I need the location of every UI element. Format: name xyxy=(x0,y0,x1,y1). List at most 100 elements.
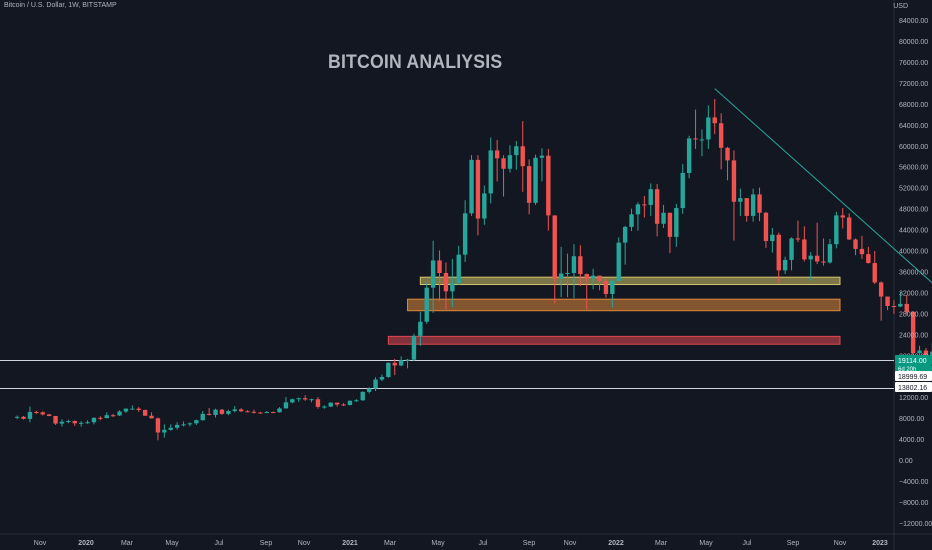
time-tick-label: Jul xyxy=(743,540,752,547)
price-tick-label: 60000.00 xyxy=(899,144,928,151)
time-axis[interactable]: Nov 2020 Mar May Jul Sep Nov 2021 Mar May Jul Sep No… xyxy=(34,540,888,547)
candle xyxy=(629,208,634,232)
candle xyxy=(296,397,301,402)
candle-body xyxy=(853,239,858,249)
candle xyxy=(347,400,353,406)
candle-body xyxy=(866,254,871,264)
candle-body xyxy=(622,226,628,243)
candle-body xyxy=(616,242,621,281)
candle xyxy=(782,256,788,275)
candle xyxy=(674,203,679,247)
candle-body xyxy=(808,255,813,260)
candle-body xyxy=(750,194,756,216)
candle xyxy=(40,411,45,416)
candle xyxy=(770,227,775,253)
candle-body xyxy=(123,408,129,412)
candle xyxy=(194,419,199,425)
candle xyxy=(72,420,77,426)
candle-body xyxy=(629,214,634,227)
candle-body xyxy=(219,409,225,414)
price-label-box xyxy=(895,355,932,365)
candle-body xyxy=(386,362,391,377)
candle-body xyxy=(258,412,263,414)
candle xyxy=(123,408,129,413)
price-zone-2[interactable] xyxy=(407,298,841,312)
candle-body xyxy=(680,172,685,209)
price-tick-label: 0.00 xyxy=(899,458,913,465)
candle-body xyxy=(360,391,365,401)
candle xyxy=(66,419,71,424)
symbol-title: Bitcoin / U.S. Dollar, 1W, BITSTAMP xyxy=(4,2,117,9)
candle xyxy=(885,296,890,311)
price-tick-label: 4000.00 xyxy=(899,437,924,444)
candle-body xyxy=(14,416,20,418)
candle-body xyxy=(891,305,897,307)
candle-body xyxy=(648,189,653,205)
candle-body xyxy=(725,147,730,161)
candle-body xyxy=(795,238,801,240)
candle xyxy=(443,262,449,310)
time-tick-label: May xyxy=(431,540,445,547)
candle-body xyxy=(373,379,378,389)
candle xyxy=(763,211,769,248)
candle-body xyxy=(654,189,660,224)
trendline-group[interactable] xyxy=(714,88,932,363)
candle-body xyxy=(392,362,397,366)
candle-body xyxy=(302,398,308,400)
candle-body xyxy=(322,406,327,408)
time-tick-label: Nov xyxy=(834,540,847,547)
candle xyxy=(462,200,468,262)
candle xyxy=(213,408,218,418)
candle-body xyxy=(488,150,493,194)
candle-body xyxy=(226,411,231,414)
candle xyxy=(386,362,391,378)
candle xyxy=(642,196,647,218)
price-tick-label: 24000.00 xyxy=(899,332,928,339)
candle-body xyxy=(270,412,276,414)
candle-body xyxy=(437,260,442,273)
candle xyxy=(622,225,628,265)
candle-body xyxy=(206,413,212,415)
time-tick-label: May xyxy=(699,540,713,547)
candle xyxy=(533,154,538,205)
time-tick-label: Mar xyxy=(384,540,397,547)
candle xyxy=(571,244,577,299)
price-tick-label: −8000.00 xyxy=(899,500,928,507)
candle-body xyxy=(405,359,410,361)
candle-body xyxy=(283,402,289,409)
candle-body xyxy=(590,275,596,279)
price-tick-label: 56000.00 xyxy=(899,165,928,172)
candle-body xyxy=(85,422,90,424)
candle-body xyxy=(565,272,570,274)
candle xyxy=(891,300,897,314)
candle xyxy=(546,148,551,231)
candle xyxy=(200,411,205,421)
candle xyxy=(392,358,397,376)
candle xyxy=(130,405,135,410)
candle-body xyxy=(597,275,602,281)
candle-body xyxy=(712,117,717,124)
price-label-text: 19114.00 xyxy=(898,358,927,365)
time-tick-label: 2020 xyxy=(78,540,94,547)
trendline[interactable] xyxy=(714,88,932,363)
candle xyxy=(814,222,820,265)
candle xyxy=(168,424,173,431)
candle-body xyxy=(706,117,711,140)
candle-body xyxy=(917,350,922,354)
price-zone-1[interactable] xyxy=(419,276,841,286)
time-tick-label: Jul xyxy=(215,540,224,547)
candle-body xyxy=(245,411,250,413)
candle xyxy=(411,333,417,361)
candle xyxy=(379,374,385,382)
price-tick-label: 80000.00 xyxy=(899,39,928,46)
price-zone-3[interactable] xyxy=(387,335,841,345)
candle xyxy=(616,237,621,281)
candle xyxy=(315,397,321,409)
candle xyxy=(149,412,154,419)
candle-body xyxy=(194,420,199,424)
candle xyxy=(328,402,333,408)
time-tick-label: Mar xyxy=(655,540,668,547)
